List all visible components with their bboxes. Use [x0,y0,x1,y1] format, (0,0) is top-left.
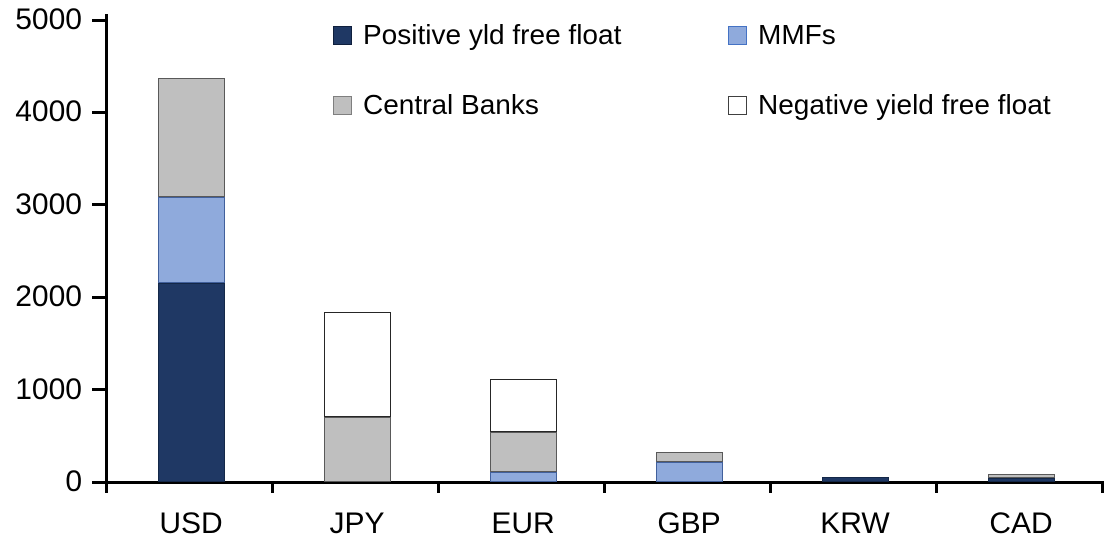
x-axis-category-label: USD [159,507,223,540]
y-axis-tick-label: 5000 [15,3,82,36]
y-axis-tick-label: 4000 [15,95,82,129]
y-axis-line [105,14,108,493]
legend-swatch-icon [333,25,352,45]
x-axis-category-label: EUR [491,507,555,540]
legend-swatch-icon [728,25,747,45]
y-axis-tick-label: 2000 [15,280,82,314]
y-axis-tick [92,388,105,392]
legend-item-mmfs: MMFs [728,18,836,52]
x-axis-tick [437,484,440,493]
x-axis-category-label: CAD [989,507,1053,540]
y-axis-tick-label: 1000 [15,372,82,406]
x-axis-tick [769,484,772,493]
y-axis-tick [92,480,105,484]
legend-swatch-icon [333,95,352,115]
bar-segment-gbp-mmfs [655,461,723,482]
legend-label: Central Banks [363,89,539,120]
x-axis-category-label: GBP [657,507,721,540]
x-axis-tick [271,484,274,493]
legend-label: MMFs [758,19,836,50]
bar-segment-usd-mmfs [157,197,225,284]
legend-item-positive-yld-free-float: Positive yld free float [333,18,621,52]
x-axis-tick [1101,484,1104,493]
bar-segment-usd-central-banks [157,78,225,198]
bar-segment-usd-positive-yld-free-float [157,283,225,482]
y-axis-tick-label: 3000 [15,187,82,221]
legend-item-central-banks: Central Banks [333,88,539,122]
legend-label: Negative yield free float [758,89,1051,120]
x-axis-category-label: JPY [329,507,385,540]
x-axis-tick [935,484,938,493]
bar-segment-gbp-central-banks [655,451,723,462]
legend-label: Positive yld free float [363,19,622,50]
bar-segment-jpy-central-banks [323,417,391,482]
bar-segment-cad-central-banks [987,473,1055,479]
legend-swatch-icon [728,95,747,115]
y-axis-tick [92,110,105,114]
y-axis-tick [92,18,105,22]
bar-segment-krw-positive-yld-free-float [821,477,889,482]
bar-segment-eur-central-banks [489,432,557,472]
bar-segment-eur-negative-yield-free-float [489,379,557,433]
x-axis-tick [603,484,606,493]
legend-item-negative-yield-free-float: Negative yield free float [728,88,1051,122]
y-axis-tick-label: 0 [65,465,82,498]
x-axis-line [105,481,1104,484]
y-axis-tick [92,295,105,299]
x-axis-tick [105,484,108,493]
bar-segment-jpy-negative-yield-free-float [323,311,391,418]
bar-segment-cad-positive-yld-free-float [987,478,1055,482]
bar-segment-eur-mmfs [489,471,557,482]
y-axis-tick [92,203,105,207]
x-axis-category-label: KRW [820,507,890,540]
